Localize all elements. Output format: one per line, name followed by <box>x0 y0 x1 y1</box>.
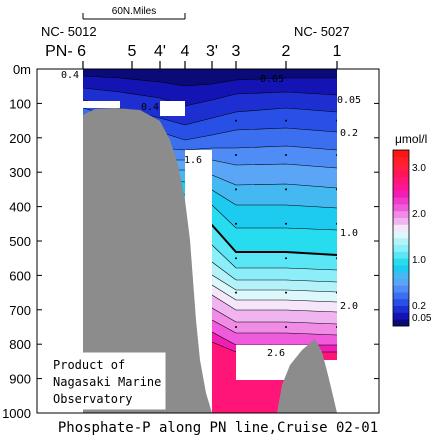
credit-line-1: Product of <box>53 358 125 372</box>
y-tick-label: 200 <box>9 131 31 146</box>
contour-value-label: 2.0 <box>340 301 358 312</box>
colorbar-swatch <box>393 319 409 327</box>
colorbar-swatch <box>393 231 409 239</box>
y-tick-label: 300 <box>9 165 31 180</box>
station-axis: PN- 6 5 4' 4 3' 3 2 1 <box>45 43 342 69</box>
sample-point <box>235 326 237 328</box>
colorbar-frame <box>392 149 410 327</box>
colorbar-swatch <box>393 285 409 293</box>
colorbar-swatch <box>393 156 409 164</box>
colorbar-swatch <box>393 183 409 191</box>
colorbar-swatch <box>393 278 409 286</box>
contour-line <box>82 87 338 107</box>
y-tick-label: 700 <box>9 303 31 318</box>
colorbar-swatch <box>393 224 409 232</box>
colorbar-swatch <box>393 251 409 259</box>
colorbar-swatch <box>393 177 409 185</box>
credit-box: Product of Nagasaki Marine Observatory <box>48 352 166 410</box>
station-label: 4 <box>181 43 190 60</box>
colorbar-tick-label: 3.0 <box>412 163 426 174</box>
contour-value-label: 0.4 <box>61 70 79 81</box>
y-tick-label: 100 <box>9 96 31 111</box>
contour-value-label: 2.6 <box>267 348 285 359</box>
sample-point <box>235 188 237 191</box>
y-tick-label: 400 <box>9 200 31 215</box>
scale-bar: 60N.Miles <box>82 6 186 20</box>
sample-point <box>285 222 287 225</box>
sample-point <box>285 257 287 260</box>
sample-point <box>285 154 287 156</box>
colorbar-swatch <box>393 190 409 198</box>
colorbar-swatch <box>393 258 409 266</box>
contour-value-label: 0.4 <box>141 102 159 113</box>
contour-value-label: 1.0 <box>340 228 358 239</box>
sample-point <box>235 119 237 122</box>
seafloor-ridge <box>277 339 337 413</box>
colorbar-tick-label: 0.2 <box>412 301 426 312</box>
colorbar-swatch <box>393 238 409 246</box>
colorbar-swatch <box>393 197 409 205</box>
station-label: 3 <box>232 43 241 60</box>
contour-value-label: 0.2 <box>340 128 358 139</box>
colorbar-tick-label: 1.0 <box>412 255 426 266</box>
y-tick-label: 0m <box>13 62 31 77</box>
sample-point <box>235 257 237 260</box>
y-tick-label: 500 <box>9 234 31 249</box>
station-code-left: NC- 5012 <box>41 24 97 39</box>
sample-point <box>285 188 287 191</box>
credit-line-2: Nagasaki Marine <box>53 375 161 389</box>
contour-value-labels: 0.4 0.05 0.05 0.4 0.2 1.6 1.0 2.0 2.6 <box>61 70 361 359</box>
colorbar-swatch <box>393 265 409 273</box>
colorbar-swatch <box>393 217 409 225</box>
sample-point <box>285 326 287 328</box>
colorbar: 3.0 2.0 1.0 0.20.05 <box>392 149 432 327</box>
sample-point <box>235 154 237 156</box>
colorbar-swatch <box>393 271 409 279</box>
y-tick-label: 1000 <box>2 406 31 421</box>
colorbar-swatch <box>393 170 409 178</box>
colorbar-swatch <box>393 204 409 212</box>
sample-point <box>285 291 287 294</box>
contour-line <box>82 75 337 87</box>
station-label: 5 <box>128 43 137 60</box>
data-gap-mid <box>160 101 185 116</box>
seafloor-continental-slope <box>83 108 212 413</box>
colorbar-swatch <box>393 305 409 313</box>
station-label: 2 <box>282 43 291 60</box>
contour-value-label: 0.05 <box>260 74 284 85</box>
data-gap-left-shelf <box>83 101 120 108</box>
station-code-right: NC- 5027 <box>294 24 350 39</box>
data-gap-right <box>337 69 379 413</box>
colorbar-tick-label: 0.05 <box>412 313 432 324</box>
colorbar-swatch <box>393 312 409 320</box>
colorbar-swatch <box>393 292 409 300</box>
colorbar-swatch <box>393 150 409 158</box>
colorbar-swatch <box>393 163 409 171</box>
sample-point <box>235 222 237 225</box>
station-label: 4' <box>154 43 166 60</box>
y-tick-label: 800 <box>9 337 31 352</box>
scale-bar-label: 60N.Miles <box>112 6 156 17</box>
station-label: PN- 6 <box>45 43 86 60</box>
y-tick-label: 600 <box>9 268 31 283</box>
colorbar-swatch <box>393 210 409 218</box>
colorbar-swatch <box>393 298 409 306</box>
sample-point <box>285 119 287 122</box>
colorbar-tick-label: 2.0 <box>412 209 426 220</box>
colorbar-swatch <box>393 244 409 252</box>
colorbar-unit: μmol/l <box>395 132 427 146</box>
contour-value-label: 0.05 <box>337 95 361 106</box>
contour-value-label: 1.6 <box>184 155 202 166</box>
chart-title: Phosphate-P along PN line,Cruise 02-01 <box>58 420 378 436</box>
y-axis: 0m 100 200 300 400 500 600 700 800 900 1000 <box>2 62 379 421</box>
credit-line-3: Observatory <box>53 392 132 406</box>
station-label: 3' <box>206 43 218 60</box>
sample-point <box>235 291 237 294</box>
y-tick-label: 900 <box>9 372 31 387</box>
station-label: 1 <box>333 43 342 60</box>
contour-plot-area <box>37 69 379 413</box>
data-gap-upper-left <box>37 69 83 413</box>
